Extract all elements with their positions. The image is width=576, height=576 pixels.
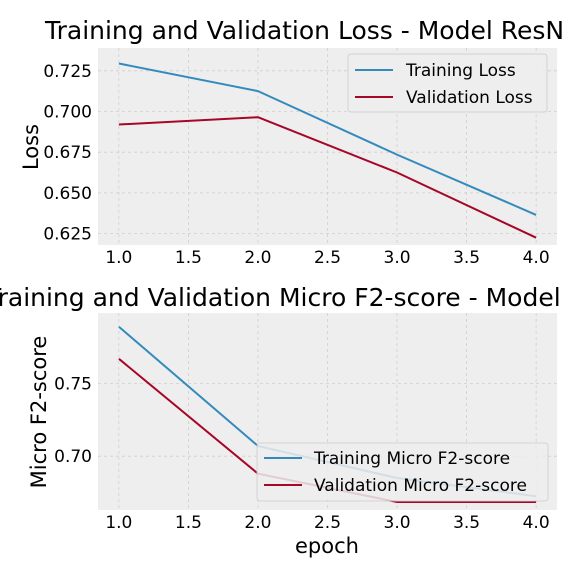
f2-chart-ylabel: Micro F2-score: [27, 336, 51, 489]
x-tick-label: 2.5: [314, 248, 341, 268]
y-tick-label: 0.700: [43, 102, 92, 122]
series-line-validation: [118, 116, 537, 239]
f2-chart-legend: Training Micro F2-score Validation Micro…: [256, 442, 549, 502]
series-line-training: [118, 62, 537, 216]
x-tick-label: 3.0: [384, 248, 411, 268]
x-tick-label: 3.0: [384, 513, 411, 533]
x-tick-label: 4.0: [523, 513, 550, 533]
y-tick-label: 0.725: [43, 62, 92, 82]
f2-chart-xlabel: epoch: [295, 534, 359, 558]
x-tick-label: 2.0: [244, 248, 271, 268]
x-tick-label: 1.5: [175, 248, 202, 268]
y-tick-label: 0.625: [43, 225, 92, 245]
x-tick-label: 2.5: [314, 513, 341, 533]
loss-chart-title: Training and Validation Loss - Model Res…: [44, 16, 564, 45]
loss-chart-legend: Training Loss Validation Loss: [347, 53, 548, 113]
y-tick-label: 0.675: [43, 143, 92, 163]
f2-chart-title: Training and Validation Micro F2-score -…: [0, 283, 561, 312]
legend-label-validation-loss: Validation Loss: [406, 88, 533, 108]
legend-label-training-f2: Training Micro F2-score: [313, 449, 510, 469]
x-tick-label: 3.5: [453, 248, 480, 268]
y-tick-label: 0.75: [54, 375, 92, 395]
x-tick-label: 1.5: [175, 513, 202, 533]
x-tick-label: 2.0: [244, 513, 271, 533]
y-tick-label: 0.650: [43, 184, 92, 204]
y-tick-label: 0.70: [54, 447, 92, 467]
f2-chart: Training and Validation Micro F2-score -…: [0, 283, 561, 558]
legend-label-validation-f2: Validation Micro F2-score: [314, 476, 527, 496]
legend-label-training-loss: Training Loss: [405, 61, 516, 81]
x-tick-label: 1.0: [105, 248, 132, 268]
x-tick-label: 3.5: [453, 513, 480, 533]
loss-chart-ylabel: Loss: [19, 124, 43, 170]
loss-chart: Training and Validation Loss - Model Res…: [19, 16, 564, 268]
x-tick-label: 1.0: [105, 513, 132, 533]
x-tick-label: 4.0: [523, 248, 550, 268]
